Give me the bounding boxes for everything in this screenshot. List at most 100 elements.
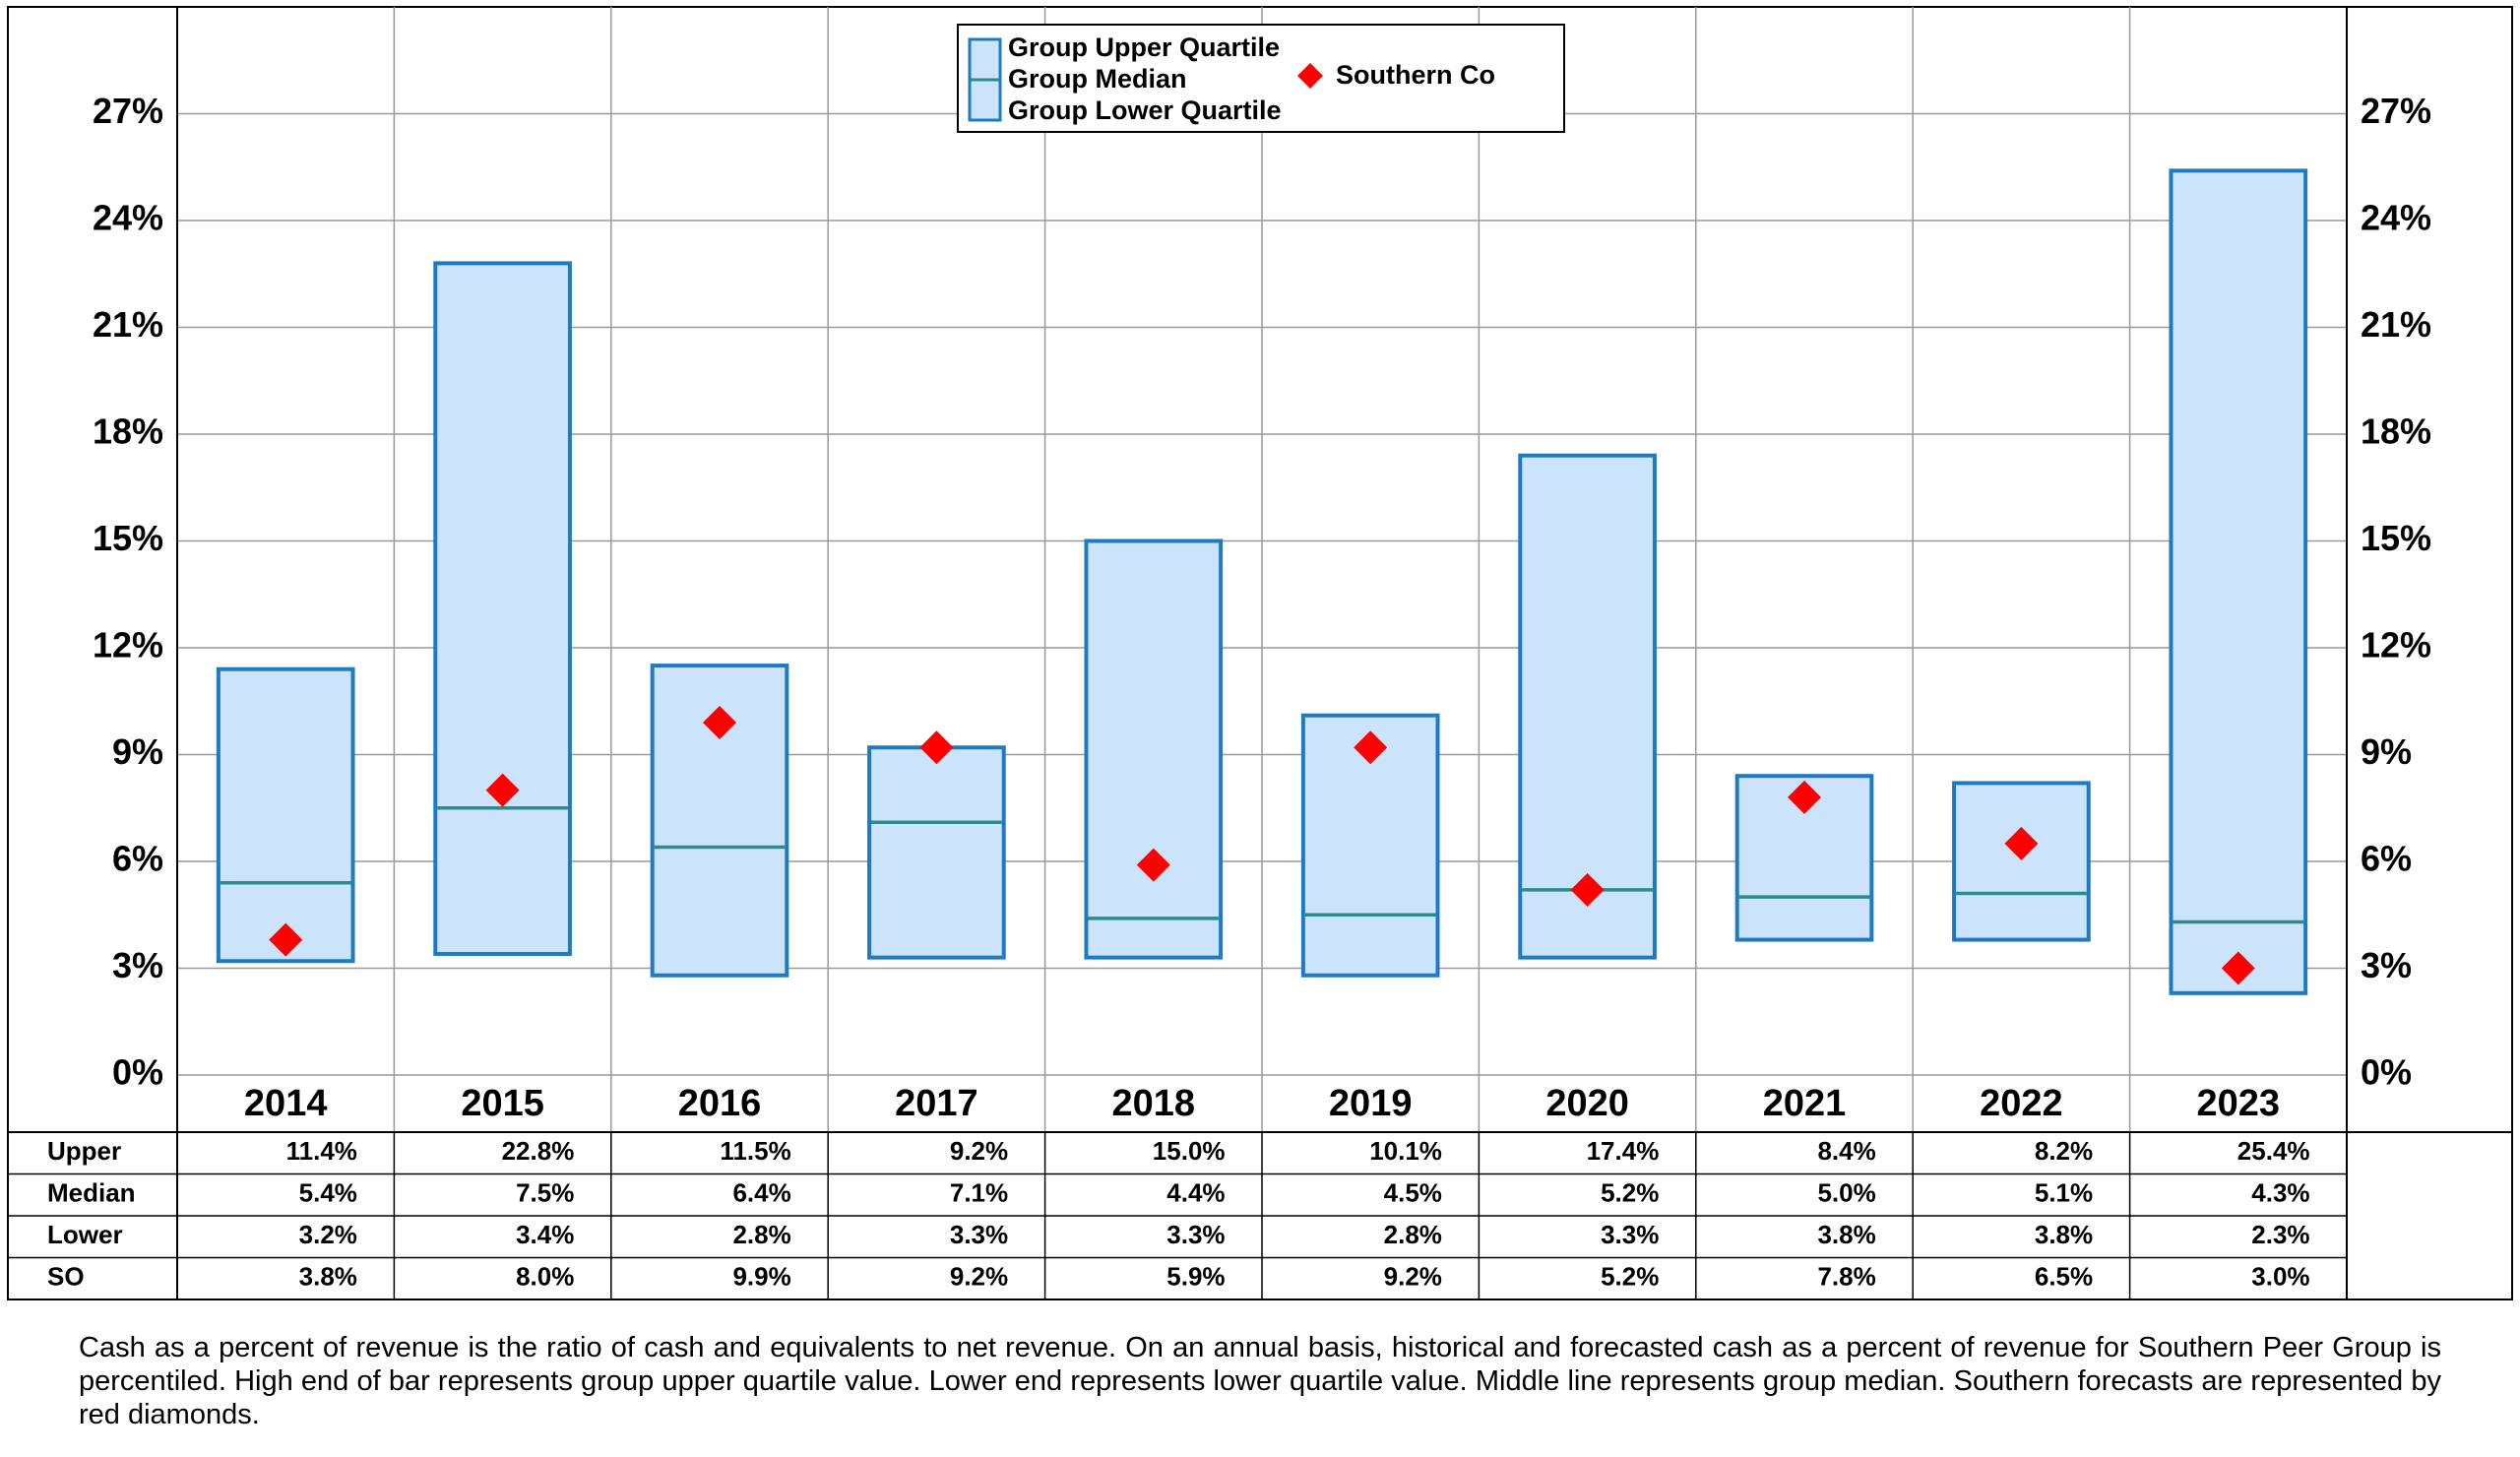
legend-label: Southern Co: [1336, 60, 1495, 90]
y-tick-label: 9%: [112, 731, 163, 772]
table-value: 9.2%: [950, 1262, 1008, 1292]
quartile-box: [2169, 168, 2308, 995]
table-value: 9.9%: [732, 1262, 790, 1292]
southern-diamond: [269, 922, 303, 957]
y2-tick-label: 24%: [2361, 198, 2431, 238]
quartile-box: [1952, 781, 2091, 942]
x-tick-label: 2022: [1980, 1083, 2063, 1124]
southern-diamond: [1788, 780, 1821, 814]
table-value: 8.0%: [516, 1262, 574, 1292]
legend-box: [957, 24, 1565, 133]
y-tick-label: 0%: [112, 1052, 163, 1093]
quartile-box: [867, 745, 1006, 960]
table-value: 7.5%: [516, 1178, 574, 1208]
table-value: 3.8%: [1817, 1220, 1875, 1249]
x-tick-label: 2015: [461, 1083, 544, 1124]
table-value: 3.3%: [1601, 1220, 1659, 1249]
table-value: 3.3%: [950, 1220, 1008, 1249]
table-value: 5.2%: [1601, 1262, 1659, 1292]
table-value: 22.8%: [502, 1136, 575, 1166]
table-value: 17.4%: [1587, 1136, 1660, 1166]
x-tick-label: 2023: [2197, 1083, 2281, 1124]
quartile-box: [433, 261, 572, 957]
y-tick-label: 21%: [93, 304, 163, 345]
x-tick-label: 2018: [1112, 1083, 1196, 1124]
y-tick-label: 15%: [93, 518, 163, 558]
southern-diamond: [703, 705, 736, 739]
quartile-box: [1084, 538, 1224, 960]
y2-tick-label: 6%: [2361, 839, 2412, 879]
table-value: 9.2%: [950, 1136, 1008, 1166]
table-value: 6.5%: [2035, 1262, 2093, 1292]
table-value: 3.0%: [2251, 1262, 2309, 1292]
y2-tick-label: 18%: [2361, 412, 2431, 452]
x-tick-label: 2020: [1545, 1083, 1629, 1124]
legend-diamond: [1297, 63, 1323, 89]
table-value: 7.8%: [1817, 1262, 1875, 1292]
y2-tick-label: 27%: [2361, 91, 2431, 131]
x-tick-label: 2021: [1763, 1083, 1847, 1124]
table-value: 5.1%: [2035, 1178, 2093, 1208]
table-value: 11.5%: [720, 1136, 790, 1166]
y2-tick-label: 3%: [2361, 945, 2412, 985]
table-value: 2.3%: [2251, 1220, 2309, 1249]
southern-diamond: [1136, 848, 1170, 882]
table-value: 10.1%: [1369, 1136, 1442, 1166]
table-value: 5.4%: [299, 1178, 357, 1208]
table-value: 4.3%: [2251, 1178, 2309, 1208]
southern-diamond: [485, 773, 520, 807]
x-tick-label: 2017: [895, 1083, 978, 1124]
y2-tick-label: 15%: [2361, 518, 2431, 558]
table-value: 8.2%: [2035, 1136, 2093, 1166]
y-tick-label: 12%: [93, 625, 163, 665]
southern-diamond: [919, 730, 954, 765]
table-value: 8.4%: [1817, 1136, 1875, 1166]
table-value: 3.8%: [2035, 1220, 2093, 1249]
y-tick-label: 6%: [112, 839, 163, 879]
southern-diamond: [1570, 872, 1605, 907]
table-value: 3.4%: [516, 1220, 574, 1249]
table-row-label: Lower: [47, 1220, 123, 1249]
table-value: 3.2%: [299, 1220, 357, 1249]
table-row-label: Median: [47, 1178, 136, 1208]
table-row-label: SO: [47, 1262, 85, 1292]
table-row-label: Upper: [47, 1136, 121, 1166]
southern-diamond: [1354, 730, 1388, 765]
table-value: 5.9%: [1166, 1262, 1225, 1292]
table-value: 3.8%: [299, 1262, 357, 1292]
legend-label: Group Lower Quartile: [1008, 95, 1282, 125]
frame: [7, 6, 2513, 1300]
table-value: 5.0%: [1817, 1178, 1875, 1208]
table-value: 3.3%: [1166, 1220, 1225, 1249]
x-tick-label: 2016: [678, 1083, 762, 1124]
x-tick-label: 2019: [1329, 1083, 1413, 1124]
quartile-box: [216, 666, 355, 964]
chart: 0% 0% 3% 3% 6% 6% 9% 9% 12% 12% 15% 15% 18% 18% 21% 21%…: [7, 6, 2513, 1300]
table-value: 5.2%: [1601, 1178, 1659, 1208]
footnote: Cash as a percent of revenue is the rati…: [79, 1332, 2441, 1430]
table-value: 7.1%: [950, 1178, 1008, 1208]
table-value: 2.8%: [1384, 1220, 1442, 1249]
table-value: 4.4%: [1166, 1178, 1225, 1208]
y2-tick-label: 9%: [2361, 731, 2412, 772]
table-value: 15.0%: [1153, 1136, 1226, 1166]
table-value: 11.4%: [286, 1136, 357, 1166]
table-value: 2.8%: [732, 1220, 790, 1249]
y-tick-label: 24%: [93, 198, 163, 238]
y-tick-label: 3%: [112, 945, 163, 985]
y2-tick-label: 0%: [2361, 1052, 2412, 1093]
legend-label: Group Upper Quartile: [1008, 32, 1280, 62]
southern-diamond: [2221, 951, 2255, 985]
legend-label: Group Median: [1008, 64, 1187, 94]
table-value: 25.4%: [2237, 1136, 2310, 1166]
y-tick-label: 27%: [93, 91, 163, 131]
table-value: 4.5%: [1384, 1178, 1442, 1208]
y2-tick-label: 21%: [2361, 304, 2431, 345]
table-value: 9.2%: [1384, 1262, 1442, 1292]
x-tick-label: 2014: [244, 1083, 328, 1124]
y-tick-label: 18%: [93, 412, 163, 452]
y2-tick-label: 12%: [2361, 625, 2431, 665]
southern-diamond: [2004, 826, 2039, 860]
table-value: 6.4%: [732, 1178, 790, 1208]
